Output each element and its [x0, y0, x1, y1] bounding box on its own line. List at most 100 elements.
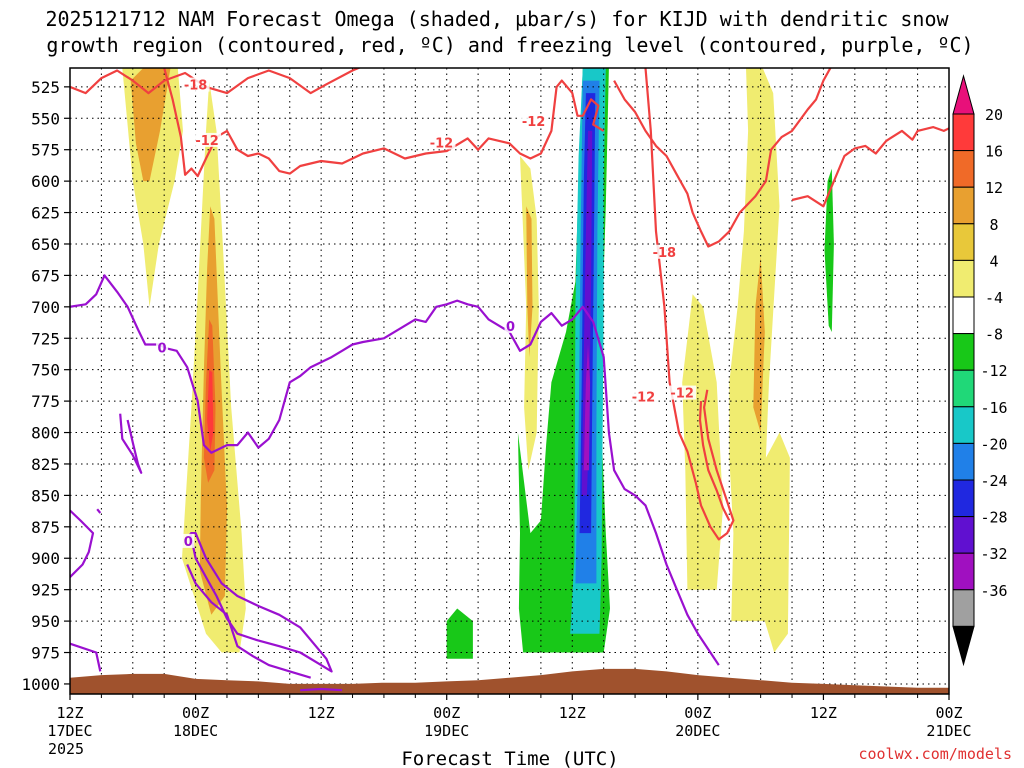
plot-area: 0 0 0 -18 -12 -12 -12 -18 -12 -12 [69, 67, 950, 695]
y-tick-label-775: 775 [31, 392, 60, 411]
colorbar-box-5 [952, 296, 975, 335]
freezing-level-contour-line-7 [70, 642, 102, 672]
x-tick-label-date-0: 17DEC [47, 722, 92, 740]
colorbar-label-13: -36 [980, 582, 1007, 600]
y-tick-label-975: 975 [31, 644, 60, 663]
contour-label-9: 0 [184, 535, 193, 550]
omega-region-early-lift-orange [130, 68, 171, 182]
freezing-level-contour-line-3 [186, 564, 312, 679]
contour-label-5: -12 [632, 390, 656, 405]
y-tick-label-700: 700 [31, 298, 60, 317]
freezing-level-contour-line-0 [70, 274, 720, 666]
dgz-contour-line-4 [644, 68, 735, 541]
y-tick-label-800: 800 [31, 424, 60, 443]
contour-label-8: 0 [506, 320, 515, 335]
colorbar-box-3 [952, 223, 975, 261]
freezing-level-contour-line-1 [70, 509, 95, 578]
freezing-level-contour-line-5 [96, 508, 102, 514]
x-tick-label-date-36: 19DEC [424, 722, 469, 740]
y-tick-label-600: 600 [31, 172, 60, 191]
contour-label-bg-4 [650, 244, 679, 259]
colorbar-top-cap [952, 74, 975, 115]
colorbar-label-8: -16 [980, 399, 1007, 417]
contour-label-bg-3 [519, 114, 548, 129]
y-tick-label-925: 925 [31, 581, 60, 600]
colorbar-label-12: -32 [980, 545, 1007, 563]
y-tick-label-850: 850 [31, 486, 60, 505]
colorbar-box-10 [952, 479, 975, 518]
colorbar-box-8 [952, 406, 975, 444]
y-tick-label-750: 750 [31, 361, 60, 380]
colorbar: 20 16 12 8 4 -4 -8 -12 -16 -20 -24 -28 -32 -36 [952, 74, 1008, 667]
colorbar-box-2 [952, 186, 975, 225]
omega-shading-layer [122, 68, 834, 659]
omega-region-main-lift-red [207, 369, 214, 452]
y-tick-label-950: 950 [31, 612, 60, 631]
dendritic-growth-contours: -18 -12 -12 -12 -18 -12 -12 [70, 68, 949, 541]
x-tick-label-time-84: 00Z [935, 704, 962, 722]
y-tick-label-1000: 1000 [21, 675, 60, 694]
y-tick-label-825: 825 [31, 455, 60, 474]
contour-label-0: -18 [184, 79, 208, 94]
colorbar-label-3: 8 [989, 216, 998, 234]
dgz-contour-line-2 [613, 68, 832, 248]
colorbar-bottom-cap [952, 625, 975, 667]
colorbar-box-4 [952, 259, 975, 298]
y-tick-label-675: 675 [31, 266, 60, 285]
contour-label-bg-7 [156, 340, 169, 355]
contour-label-3: -12 [522, 115, 546, 130]
contour-label-1: -12 [195, 134, 219, 149]
y-axis: 525 550 575 600 625 650 675 700 725 750 775 800 825 8… [21, 78, 70, 694]
y-tick-label-900: 900 [31, 549, 60, 568]
x-tick-label-date-60: 20DEC [675, 722, 720, 740]
contour-label-bg-8 [504, 318, 517, 333]
terrain-layer [70, 668, 949, 694]
dgz-contour-line-1 [163, 68, 605, 178]
freezing-level-contours: 0 0 0 [70, 274, 720, 692]
x-axis-label: Forecast Time (UTC) [401, 748, 618, 768]
colorbar-label-11: -28 [980, 509, 1007, 527]
contour-label-2: -12 [430, 136, 454, 151]
colorbar-box-last [952, 589, 975, 627]
colorbar-label-4: 4 [989, 252, 998, 270]
x-tick-label-time-24: 12Z [308, 704, 335, 722]
freezing-level-contour-line-2 [189, 531, 333, 673]
contour-label-bg-0 [181, 77, 210, 92]
colorbar-box-7 [952, 369, 975, 408]
x-tick-label-date-84: 21DEC [926, 722, 971, 740]
x-tick-label-time-72: 12Z [810, 704, 837, 722]
contour-label-7: 0 [158, 341, 167, 356]
contour-label-6: -12 [670, 387, 694, 402]
colorbar-label-10: -24 [980, 472, 1007, 490]
colorbar-label-2: 12 [985, 179, 1003, 197]
x-tick-label-time-0: 12Z [56, 704, 83, 722]
colorbar-label-6: -8 [985, 326, 1003, 344]
y-tick-label-575: 575 [31, 141, 60, 160]
freezing-level-contour-line-6 [300, 687, 343, 692]
colorbar-label-0: 20 [985, 106, 1003, 124]
contour-label-bg-6 [668, 385, 697, 400]
y-tick-label-625: 625 [31, 204, 60, 223]
x-tick-label-time-48: 12Z [559, 704, 586, 722]
colorbar-box-9 [952, 442, 975, 481]
dgz-contour-line-5 [698, 401, 731, 521]
contour-label-bg-9 [182, 533, 195, 548]
omega-region-late-lift-orange [753, 256, 765, 433]
colorbar-box-6 [952, 333, 975, 371]
colorbar-label-5: -4 [985, 289, 1003, 307]
freezing-level-contour-line-4 [119, 413, 143, 474]
x-tick-label-time-60: 00Z [684, 704, 711, 722]
omega-region-late-sink-green [824, 168, 834, 332]
x-tick-label-time-36: 00Z [433, 704, 460, 722]
y-tick-label-875: 875 [31, 518, 60, 537]
y-tick-label-525: 525 [31, 78, 60, 97]
colorbar-box-0 [952, 113, 975, 152]
colorbar-label-7: -12 [980, 362, 1007, 380]
omega-region-sink-purple [583, 344, 591, 471]
contour-label-4: -18 [653, 246, 677, 261]
x-tick-label-date-12: 18DEC [173, 722, 218, 740]
contour-label-bg-1 [193, 132, 222, 147]
colorbar-label-1: 16 [985, 143, 1003, 161]
credit-text: coolwx.com/models [858, 745, 1012, 763]
